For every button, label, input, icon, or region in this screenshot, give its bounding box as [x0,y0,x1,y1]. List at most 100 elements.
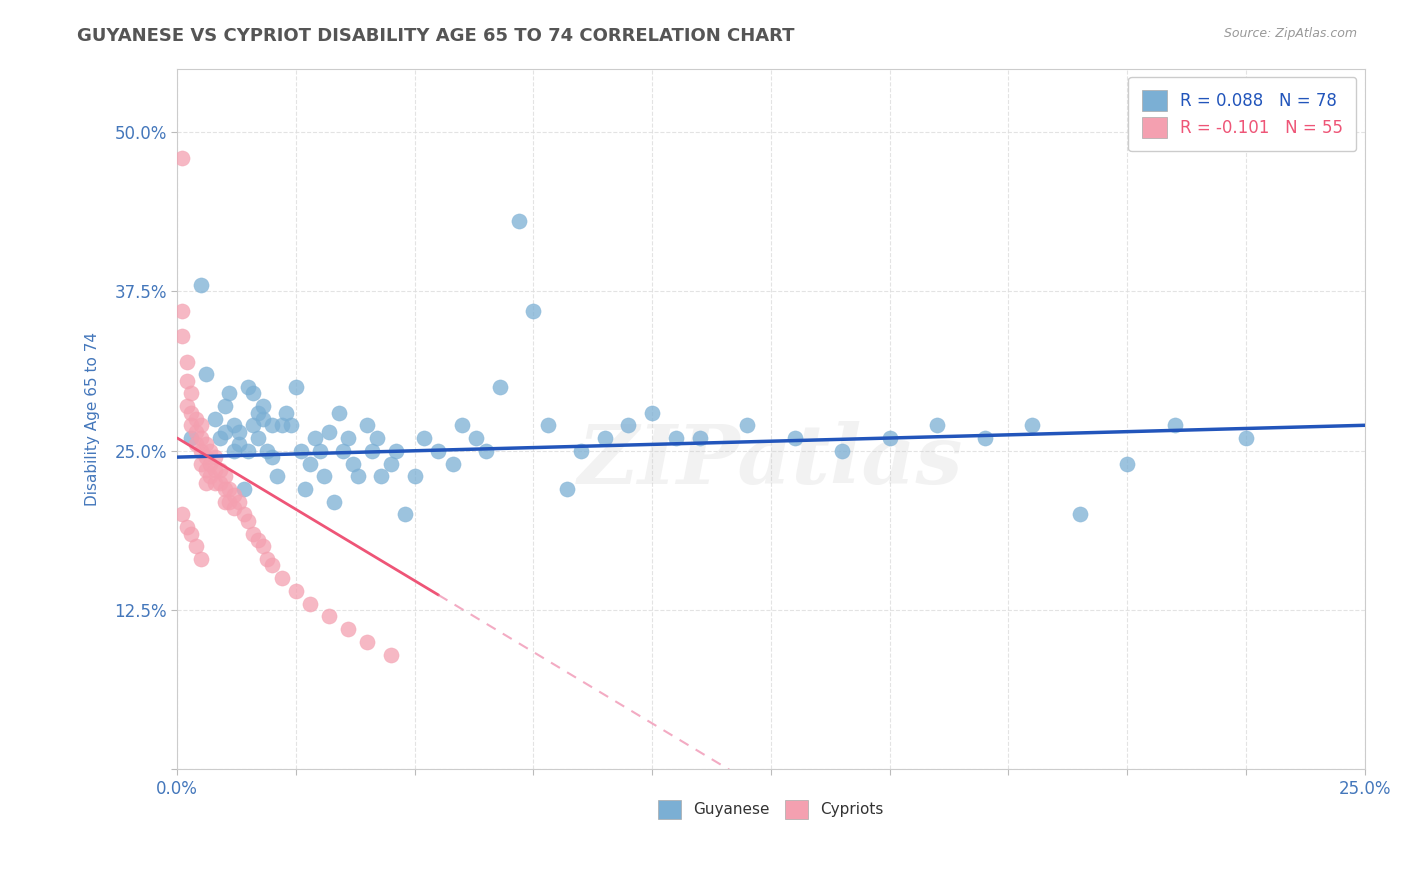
Point [186,437,208,451]
Point [204,450,226,464]
Point [522,303,544,318]
Point [290,443,312,458]
Point [214,482,236,496]
Point [194,437,217,451]
Point [280,418,302,433]
Point [214,469,236,483]
Point [176,374,198,388]
Point [441,457,464,471]
Point [346,469,368,483]
Y-axis label: Disability Age 65 to 74: Disability Age 65 to 74 [86,332,100,506]
Point [170,508,193,522]
Point [218,482,240,496]
Text: Source: ZipAtlas.com: Source: ZipAtlas.com [1223,27,1357,40]
Point [200,443,222,458]
Point [617,418,640,433]
Point [593,431,616,445]
Point [228,425,250,439]
Point [242,526,264,541]
Point [689,431,711,445]
Point [194,450,217,464]
Point [380,457,402,471]
Point [332,443,354,458]
Point [246,533,269,547]
Point [176,354,198,368]
Point [190,457,212,471]
Point [318,609,340,624]
Point [285,380,308,394]
Point [384,443,406,458]
Point [370,469,392,483]
Point [190,443,212,458]
Point [170,303,193,318]
Point [285,583,308,598]
Point [465,431,488,445]
Point [252,539,274,553]
Point [232,508,254,522]
Point [180,418,202,433]
Point [200,469,222,483]
Point [238,443,260,458]
Point [1164,418,1187,433]
Point [665,431,688,445]
Point [323,494,346,508]
Point [190,552,212,566]
Point [356,418,378,433]
Point [299,597,322,611]
Point [176,399,198,413]
Point [508,214,530,228]
Point [641,405,664,419]
Point [190,418,212,433]
Text: ZIPatlas: ZIPatlas [578,421,963,501]
Point [232,482,254,496]
Point [427,443,450,458]
Point [214,494,236,508]
Point [224,418,246,433]
Point [1234,431,1257,445]
Point [356,635,378,649]
Point [879,431,901,445]
Point [208,463,231,477]
Text: GUYANESE VS CYPRIOT DISABILITY AGE 65 TO 74 CORRELATION CHART: GUYANESE VS CYPRIOT DISABILITY AGE 65 TO… [77,27,794,45]
Point [451,418,474,433]
Point [180,405,202,419]
Point [242,386,264,401]
Point [366,431,388,445]
Point [262,450,284,464]
Point [246,431,269,445]
Point [208,431,231,445]
Point [270,571,292,585]
Point [314,469,336,483]
Point [318,425,340,439]
Point [224,443,246,458]
Point [186,539,208,553]
Point [256,552,278,566]
Point [475,443,498,458]
Point [404,469,426,483]
Point [342,457,364,471]
Point [224,501,246,516]
Point [394,508,416,522]
Point [262,558,284,573]
Point [555,482,578,496]
Point [180,431,202,445]
Point [204,475,226,490]
Point [1116,457,1139,471]
Point [252,412,274,426]
Point [242,418,264,433]
Point [180,386,202,401]
Point [1069,508,1091,522]
Point [194,463,217,477]
Point [224,488,246,502]
Point [262,418,284,433]
Point [214,399,236,413]
Point [380,648,402,662]
Point [337,622,360,636]
Point [304,431,326,445]
Point [228,494,250,508]
Point [214,425,236,439]
Point [361,443,384,458]
Point [194,368,217,382]
Point [194,475,217,490]
Point [170,329,193,343]
